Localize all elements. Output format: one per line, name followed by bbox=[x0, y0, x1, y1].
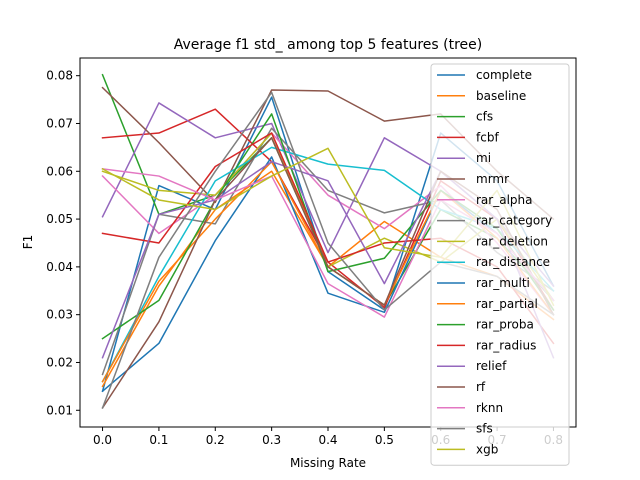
legend-label-baseline: baseline bbox=[476, 89, 526, 103]
y-tick-label: 0.03 bbox=[46, 308, 73, 322]
legend-label-sfs: sfs bbox=[476, 422, 493, 436]
y-axis-label: F1 bbox=[21, 235, 35, 250]
legend-label-rar_distance: rar_distance bbox=[476, 255, 550, 269]
legend-label-rar_alpha: rar_alpha bbox=[476, 193, 532, 207]
y-tick-label: 0.05 bbox=[46, 212, 73, 226]
y-tick-label: 0.01 bbox=[46, 403, 73, 417]
legend-label-mrmr: mrmr bbox=[476, 172, 509, 186]
x-axis-label: Missing Rate bbox=[290, 456, 366, 470]
y-tick-label: 0.06 bbox=[46, 164, 73, 178]
legend-label-fcbf: fcbf bbox=[476, 130, 499, 144]
legend-label-cfs: cfs bbox=[476, 110, 493, 124]
legend-label-rar_proba: rar_proba bbox=[476, 318, 534, 332]
x-tick-label: 0.5 bbox=[375, 433, 394, 447]
legend-box bbox=[430, 63, 570, 466]
legend-label-relief: relief bbox=[476, 359, 507, 373]
legend-label-rknn: rknn bbox=[476, 401, 503, 415]
legend-label-mi: mi bbox=[476, 151, 491, 165]
legend-label-rar_category: rar_category bbox=[476, 214, 552, 228]
x-tick-label: 0.2 bbox=[206, 433, 225, 447]
legend-label-complete: complete bbox=[476, 68, 532, 82]
y-tick-label: 0.02 bbox=[46, 355, 73, 369]
y-tick-label: 0.07 bbox=[46, 116, 73, 130]
legend-label-xgb: xgb bbox=[476, 442, 498, 456]
y-tick-label: 0.04 bbox=[46, 260, 73, 274]
x-tick-label: 0.3 bbox=[262, 433, 281, 447]
x-tick-label: 0.1 bbox=[149, 433, 168, 447]
x-tick-label: 0.0 bbox=[93, 433, 112, 447]
y-tick-label: 0.08 bbox=[46, 69, 73, 83]
x-tick-label: 0.4 bbox=[318, 433, 337, 447]
legend: complete baseline cfs fcbf mi mrmr rar_alphara… bbox=[430, 63, 570, 466]
chart-title: Average f1 std_ among top 5 features (tr… bbox=[174, 37, 482, 53]
y-axis: 0.01 0.02 0.03 0.04 0.05 0.06 0.07 0.08 bbox=[46, 69, 80, 417]
legend-label-rar_radius: rar_radius bbox=[476, 338, 536, 352]
legend-label-rar_partial: rar_partial bbox=[476, 297, 538, 311]
legend-label-rf: rf bbox=[476, 380, 486, 394]
legend-label-rar_deletion: rar_deletion bbox=[476, 234, 548, 248]
legend-label-rar_multi: rar_multi bbox=[476, 276, 530, 290]
